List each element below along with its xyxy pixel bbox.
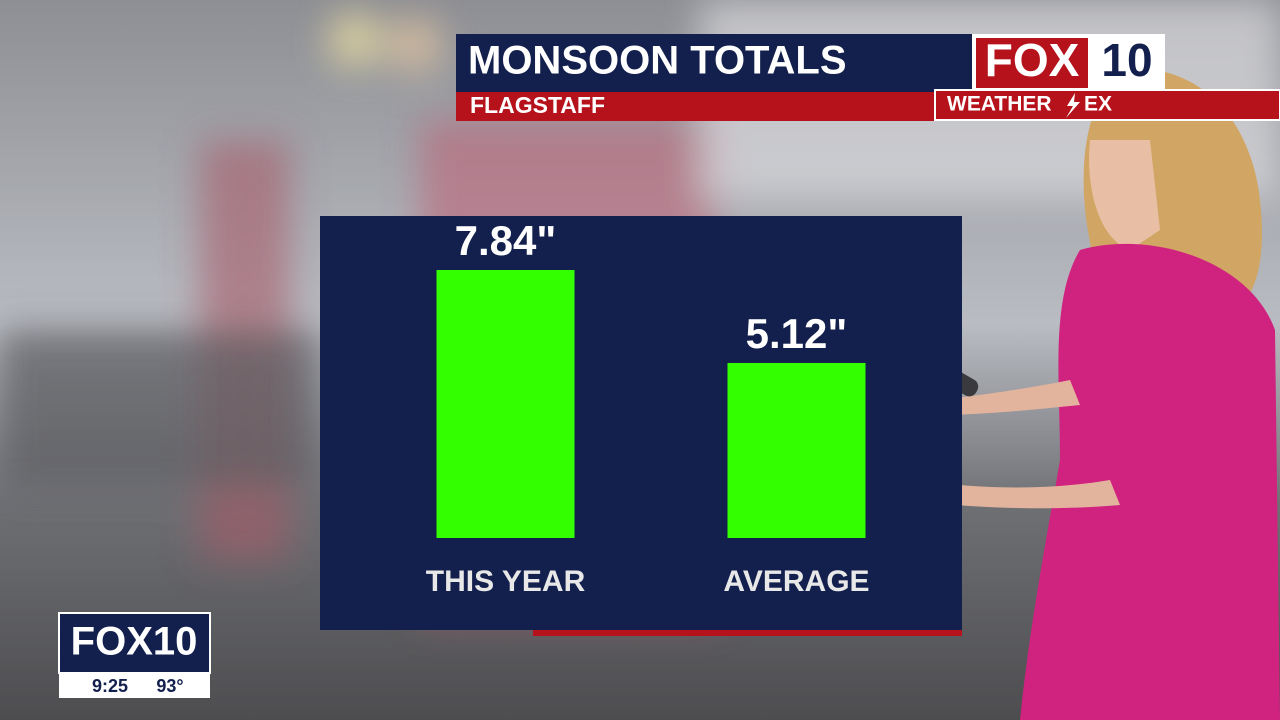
value-label: 5.12" [746, 310, 848, 357]
bug-bottom [59, 673, 210, 698]
logo-fox: FOX [985, 34, 1080, 86]
bar [727, 362, 866, 538]
logo-number: 10 [1101, 34, 1152, 86]
weather-strip [934, 89, 1280, 121]
bug-logo: FOX10 [71, 620, 198, 664]
bar [436, 270, 575, 538]
presenter [905, 68, 1280, 720]
weather-strip-end: EX [1084, 93, 1112, 116]
category-label: THIS YEAR [426, 565, 586, 598]
bug-top [58, 612, 211, 674]
category-label: AVERAGE [723, 565, 869, 598]
chart-underline [533, 630, 962, 636]
bolt-icon [1066, 93, 1080, 118]
subtitle-bar [456, 92, 972, 121]
bug-time: 9:25 [92, 676, 128, 696]
value-label: 7.84" [455, 217, 557, 264]
chart-subtitle: FLAGSTAFF [470, 92, 605, 118]
chart-title: MONSOON TOTALS [468, 39, 847, 83]
bug-temperature: 93° [156, 676, 183, 696]
logo-red [976, 38, 1088, 88]
weather-strip-text: WEATHER [947, 93, 1052, 116]
title-bar [456, 34, 972, 92]
